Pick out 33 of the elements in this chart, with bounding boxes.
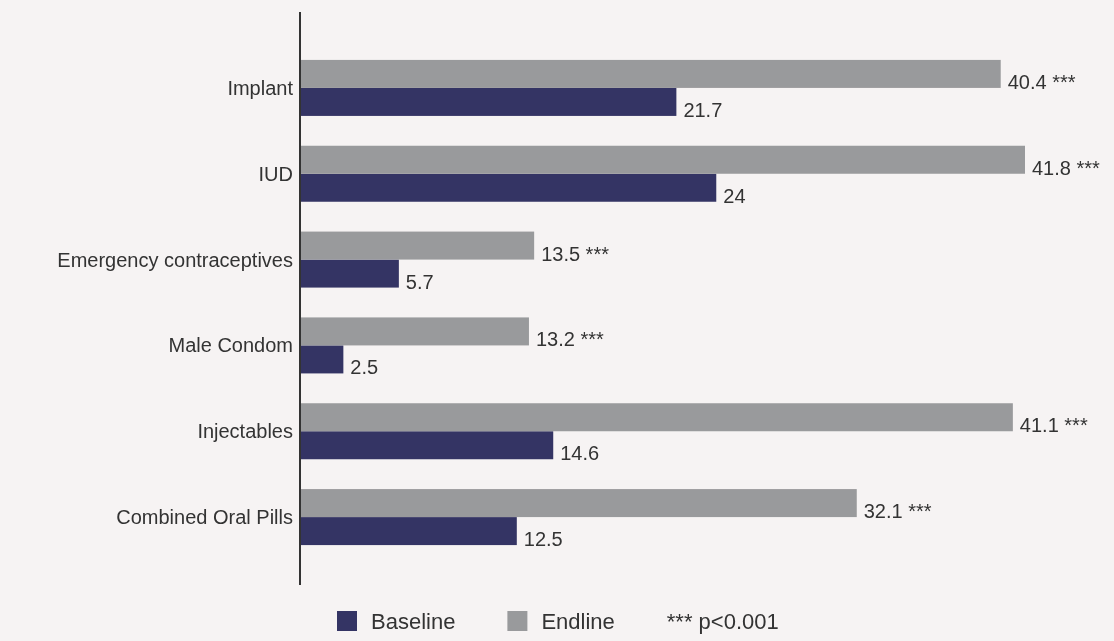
data-label: 2.5 (350, 356, 379, 379)
bar (300, 173, 717, 202)
bar (300, 259, 399, 288)
data-label: 41.8 *** (1032, 156, 1101, 179)
y-tick-label: IUD (258, 162, 293, 185)
y-tick-label: Implant (227, 76, 294, 99)
y-tick-label: Combined Oral Pills (116, 506, 293, 529)
bar (300, 231, 535, 260)
data-label: 12.5 (523, 528, 563, 551)
data-label: 5.7 (405, 270, 434, 293)
legend-label: Baseline (371, 609, 456, 634)
bar (300, 345, 344, 374)
data-label: 21.7 (683, 98, 723, 121)
bar (300, 489, 857, 518)
data-label: 40.4 *** (1007, 70, 1076, 93)
data-label: 41.1 *** (1019, 414, 1088, 437)
y-tick-label: Injectables (197, 420, 293, 443)
data-label: 32.1 *** (863, 500, 932, 523)
bar (300, 431, 554, 460)
data-label: 14.6 (560, 442, 600, 465)
bar (300, 59, 1001, 88)
bar (300, 517, 517, 546)
text: *** p<0.001 (666, 609, 779, 634)
bar (300, 403, 1013, 432)
y-tick-label: Male Condom (168, 334, 293, 357)
bar (300, 87, 677, 116)
data-label: 13.2 *** (535, 328, 604, 351)
bar (300, 317, 529, 346)
y-tick-label: Emergency contraceptives (57, 248, 293, 271)
data-label: 24 (723, 184, 746, 207)
legend-label: Endline (541, 609, 615, 634)
data-label: 13.5 *** (541, 242, 610, 265)
bar (300, 145, 1025, 174)
